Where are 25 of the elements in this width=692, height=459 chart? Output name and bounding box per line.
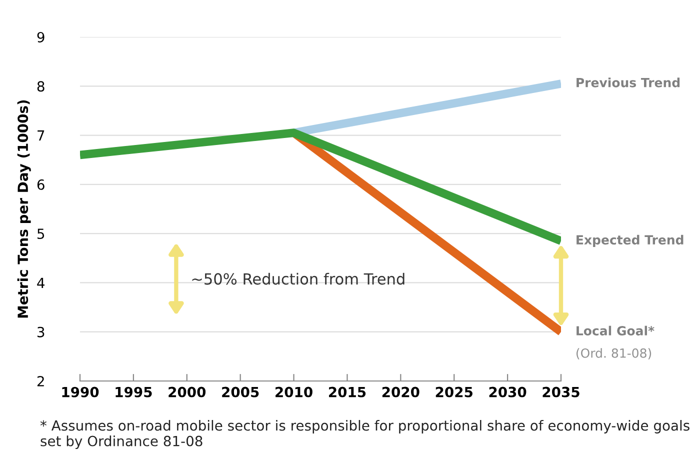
- x-tick-label: 2010: [276, 386, 312, 398]
- annotation: ~50% Reduction from Trend: [192, 272, 404, 285]
- x-tick-label: 2015: [328, 386, 366, 398]
- series-label: Previous Trend: [576, 78, 680, 88]
- series-label: Expected Trend: [576, 234, 684, 247]
- y-tick-label: 5: [38, 228, 44, 240]
- y-tick-label: 4: [37, 278, 44, 288]
- x-tick-label: 2000: [168, 386, 206, 398]
- x-tick-label: 2030: [489, 386, 526, 398]
- text: (Ord. 81-08): [576, 348, 652, 360]
- x-tick-label: 2035: [542, 386, 580, 398]
- y-tick-label: 7: [38, 130, 44, 141]
- x-tick-label: 2005: [222, 386, 259, 398]
- y-axis-title: Metric Tons per Day (1000s): [17, 100, 31, 318]
- x-tick-label: 2020: [382, 386, 420, 398]
- x-tick-label: 2025: [436, 386, 472, 398]
- y-tick-label: 8: [37, 81, 44, 92]
- x-tick-label: 1995: [116, 386, 152, 398]
- series-label: Local Goal*: [576, 326, 654, 336]
- y-tick-label: 3: [38, 326, 44, 338]
- text: * Assumes on-road mobile sector is responsible for proportional share of economy-wide goals set by Ordinance 81-08: [40, 420, 690, 449]
- x-tick-label: 1990: [62, 386, 99, 398]
- y-tick-label: 6: [37, 179, 44, 190]
- y-tick-label: 2: [37, 376, 44, 386]
- y-tick-label: 9: [37, 32, 44, 42]
